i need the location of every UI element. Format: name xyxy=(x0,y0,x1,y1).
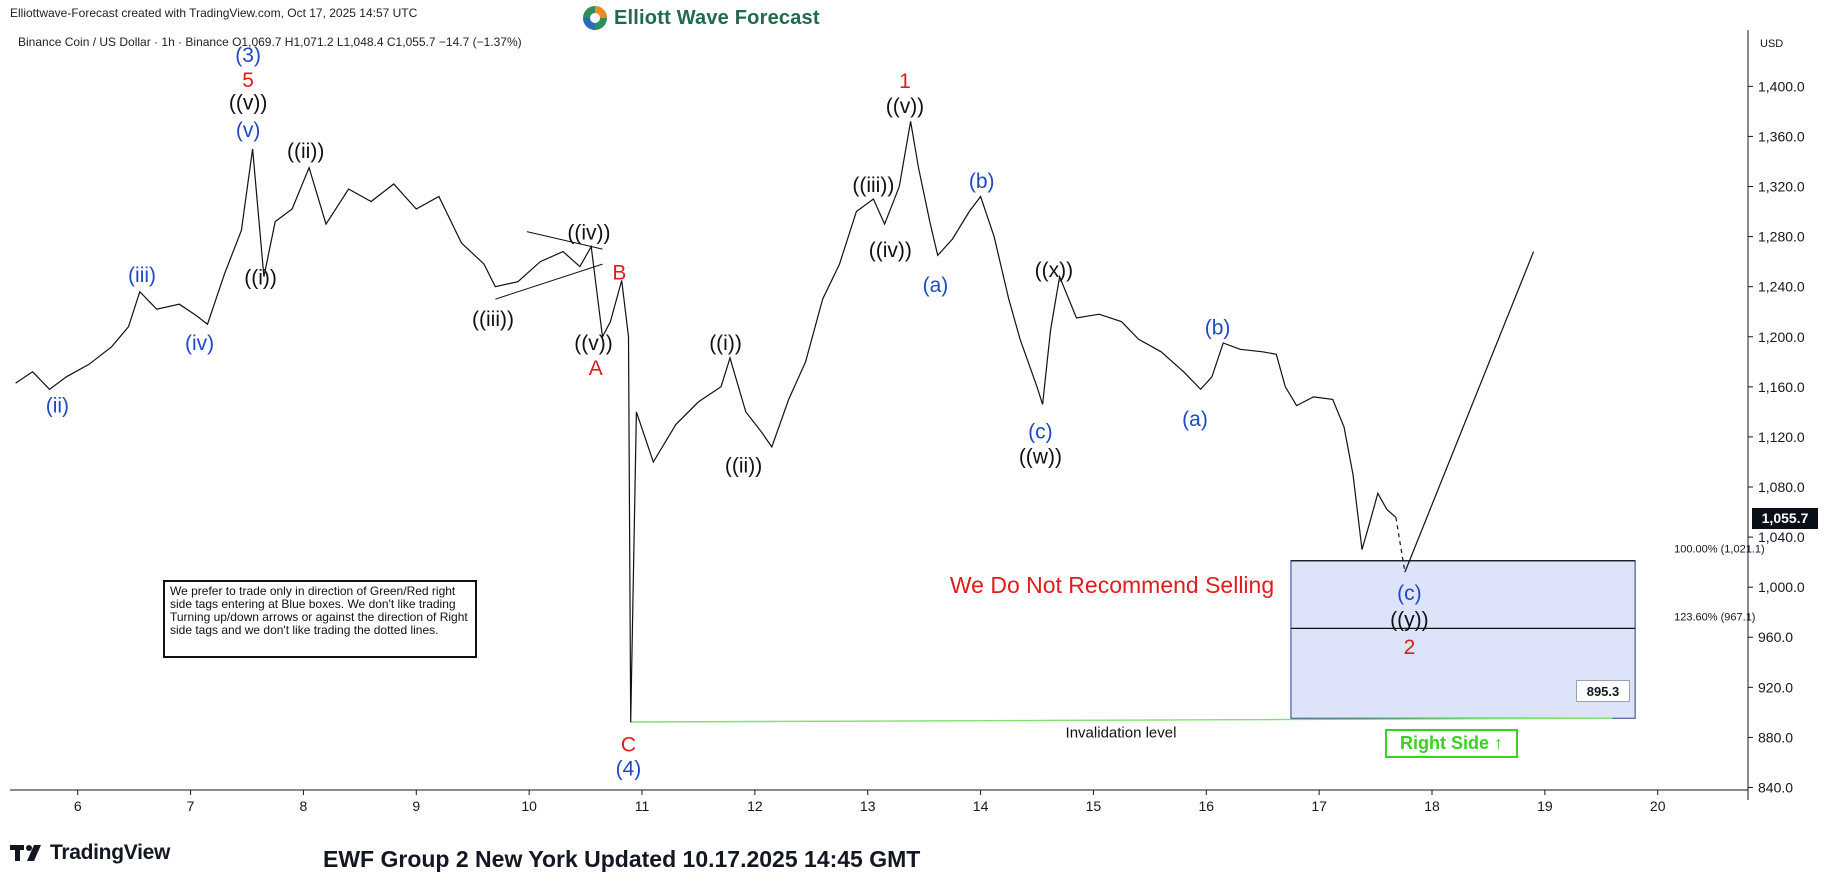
invalidation-line xyxy=(630,717,1613,723)
wave-label-blue: (4) xyxy=(616,757,642,780)
wave-label-red: B xyxy=(612,262,626,285)
y-tick-label: 920.0 xyxy=(1758,679,1793,695)
wave-label-black: ((ii)) xyxy=(287,140,324,163)
x-tick-label: 10 xyxy=(521,798,537,814)
x-tick-label: 19 xyxy=(1537,798,1553,814)
fib-level-label: 100.00% (1,021.1) xyxy=(1674,544,1765,556)
wave-label-red: A xyxy=(589,357,603,380)
wave-label-blue: (c) xyxy=(1397,582,1422,605)
x-tick-label: 7 xyxy=(187,798,195,814)
x-tick-label: 14 xyxy=(973,798,989,814)
y-tick-label: 1,000.0 xyxy=(1758,579,1805,595)
tradingview-wordmark: TradingView xyxy=(50,841,171,864)
disclaimer-box: We prefer to trade only in direction of … xyxy=(163,580,477,658)
invalidation-label: Invalidation level xyxy=(1066,724,1177,741)
x-tick-label: 17 xyxy=(1311,798,1327,814)
wave-label-black: ((v)) xyxy=(886,95,924,118)
wave-label-blue: (b) xyxy=(1205,317,1231,340)
ewf-globe-icon xyxy=(583,6,607,30)
invalidation-price-tag: 895.3 xyxy=(1576,680,1630,702)
x-tick-label: 20 xyxy=(1650,798,1666,814)
wave-label-blue: (3) xyxy=(235,44,261,67)
x-tick-label: 6 xyxy=(74,798,82,814)
projected-dotted-leg xyxy=(1395,517,1406,573)
projected-up-leg xyxy=(1404,251,1535,573)
no-selling-note: We Do Not Recommend Selling xyxy=(950,572,1274,598)
fib-level-label: 123.60% (967.1) xyxy=(1674,611,1755,623)
wave-label-black: ((iv)) xyxy=(567,222,610,245)
x-tick-label: 15 xyxy=(1086,798,1102,814)
wave-label-black: ((i)) xyxy=(709,332,742,355)
wave-label-blue: (iv) xyxy=(185,332,214,355)
x-tick-label: 16 xyxy=(1198,798,1214,814)
wave-label-blue: (a) xyxy=(1182,408,1208,431)
wave-label-black: ((w)) xyxy=(1019,446,1062,469)
chart-credit: Elliottwave-Forecast created with Tradin… xyxy=(10,6,418,20)
x-tick-label: 12 xyxy=(747,798,763,814)
blue-buy-box: 100.00% (1,021.1) 123.60% (967.1) xyxy=(1290,544,1765,719)
wave-label-black: ((i)) xyxy=(244,267,277,290)
y-tick-label: 1,120.0 xyxy=(1758,429,1805,445)
y-tick-label: 1,040.0 xyxy=(1758,529,1805,545)
wave-label-red: C xyxy=(621,734,636,757)
brand-name: Elliott Wave Forecast xyxy=(614,6,820,29)
x-tick-label: 18 xyxy=(1424,798,1440,814)
wave-label-blue: (a) xyxy=(923,274,949,297)
y-tick-label: 1,400.0 xyxy=(1758,78,1805,94)
up-arrow-icon: ↑ xyxy=(1494,733,1503,753)
y-tick-label: 1,320.0 xyxy=(1758,179,1805,195)
tradingview-mark-icon xyxy=(10,845,41,861)
last-price-tag: 1,055.7 xyxy=(1752,508,1818,529)
wave-label-black: ((iii)) xyxy=(852,174,894,197)
y-tick-label: 1,240.0 xyxy=(1758,279,1805,295)
x-tick-label: 8 xyxy=(300,798,308,814)
right-side-label: Right Side xyxy=(1399,733,1489,753)
wave-label-black: ((iii)) xyxy=(472,308,514,331)
wave-label-red: 1 xyxy=(899,70,911,93)
y-tick-label: 880.0 xyxy=(1758,729,1793,745)
footer-title: EWF Group 2 New York Updated 10.17.2025 … xyxy=(323,846,921,872)
y-axis[interactable]: 1,400.0 1,360.0 1,320.0 1,280.0 1,240.0 1,200… xyxy=(1748,78,1805,795)
wave-label-black: ((ii)) xyxy=(725,454,762,477)
wave-label-blue: (v) xyxy=(236,119,261,142)
wave-label-black: ((iv)) xyxy=(869,239,912,262)
y-tick-label: 1,160.0 xyxy=(1758,379,1805,395)
y-tick-label: 1,280.0 xyxy=(1758,229,1805,245)
wave-label-black: ((v)) xyxy=(229,91,267,114)
currency-label[interactable]: USD xyxy=(1760,38,1784,50)
wave-label-black: ((v)) xyxy=(574,332,612,355)
wave-labels: We Do Not Recommend Selling (ii) (iii) (iv)… xyxy=(46,44,1429,781)
x-axis[interactable]: 6 7 8 9 10 11 12 13 14 15 16 17 18 19 20 xyxy=(74,790,1666,814)
symbol-info[interactable]: Binance Coin / US Dollar · 1h · Binance … xyxy=(18,35,522,49)
ewf-logo: Elliott Wave Forecast xyxy=(582,4,820,32)
y-tick-label: 1,080.0 xyxy=(1758,479,1805,495)
wave-label-red: 5 xyxy=(242,69,254,92)
chart-frame xyxy=(10,30,1749,800)
y-tick-label: 1,360.0 xyxy=(1758,128,1805,144)
y-tick-label: 960.0 xyxy=(1758,629,1793,645)
y-tick-label: 1,200.0 xyxy=(1758,329,1805,345)
right-side-tag: Right Side ↑ xyxy=(1385,729,1518,758)
wave-lines: Invalidation level xyxy=(15,121,1613,741)
x-tick-label: 9 xyxy=(412,798,420,814)
tradingview-logo[interactable]: TradingView xyxy=(10,841,170,865)
triangle-line xyxy=(526,231,603,250)
wave-label-black: ((y)) xyxy=(1390,608,1428,631)
wave-label-blue: (c) xyxy=(1028,421,1053,444)
triangle-line xyxy=(495,263,603,300)
y-tick-label: 840.0 xyxy=(1758,779,1793,795)
wave-label-black: ((x)) xyxy=(1035,259,1073,282)
price-path[interactable] xyxy=(15,121,1397,723)
wave-label-blue: (b) xyxy=(969,170,995,193)
x-tick-label: 13 xyxy=(860,798,876,814)
wave-label-blue: (ii) xyxy=(46,394,69,417)
wave-label-blue: (iii) xyxy=(128,264,156,287)
wave-label-red: 2 xyxy=(1404,636,1416,659)
x-tick-label: 11 xyxy=(635,798,650,814)
